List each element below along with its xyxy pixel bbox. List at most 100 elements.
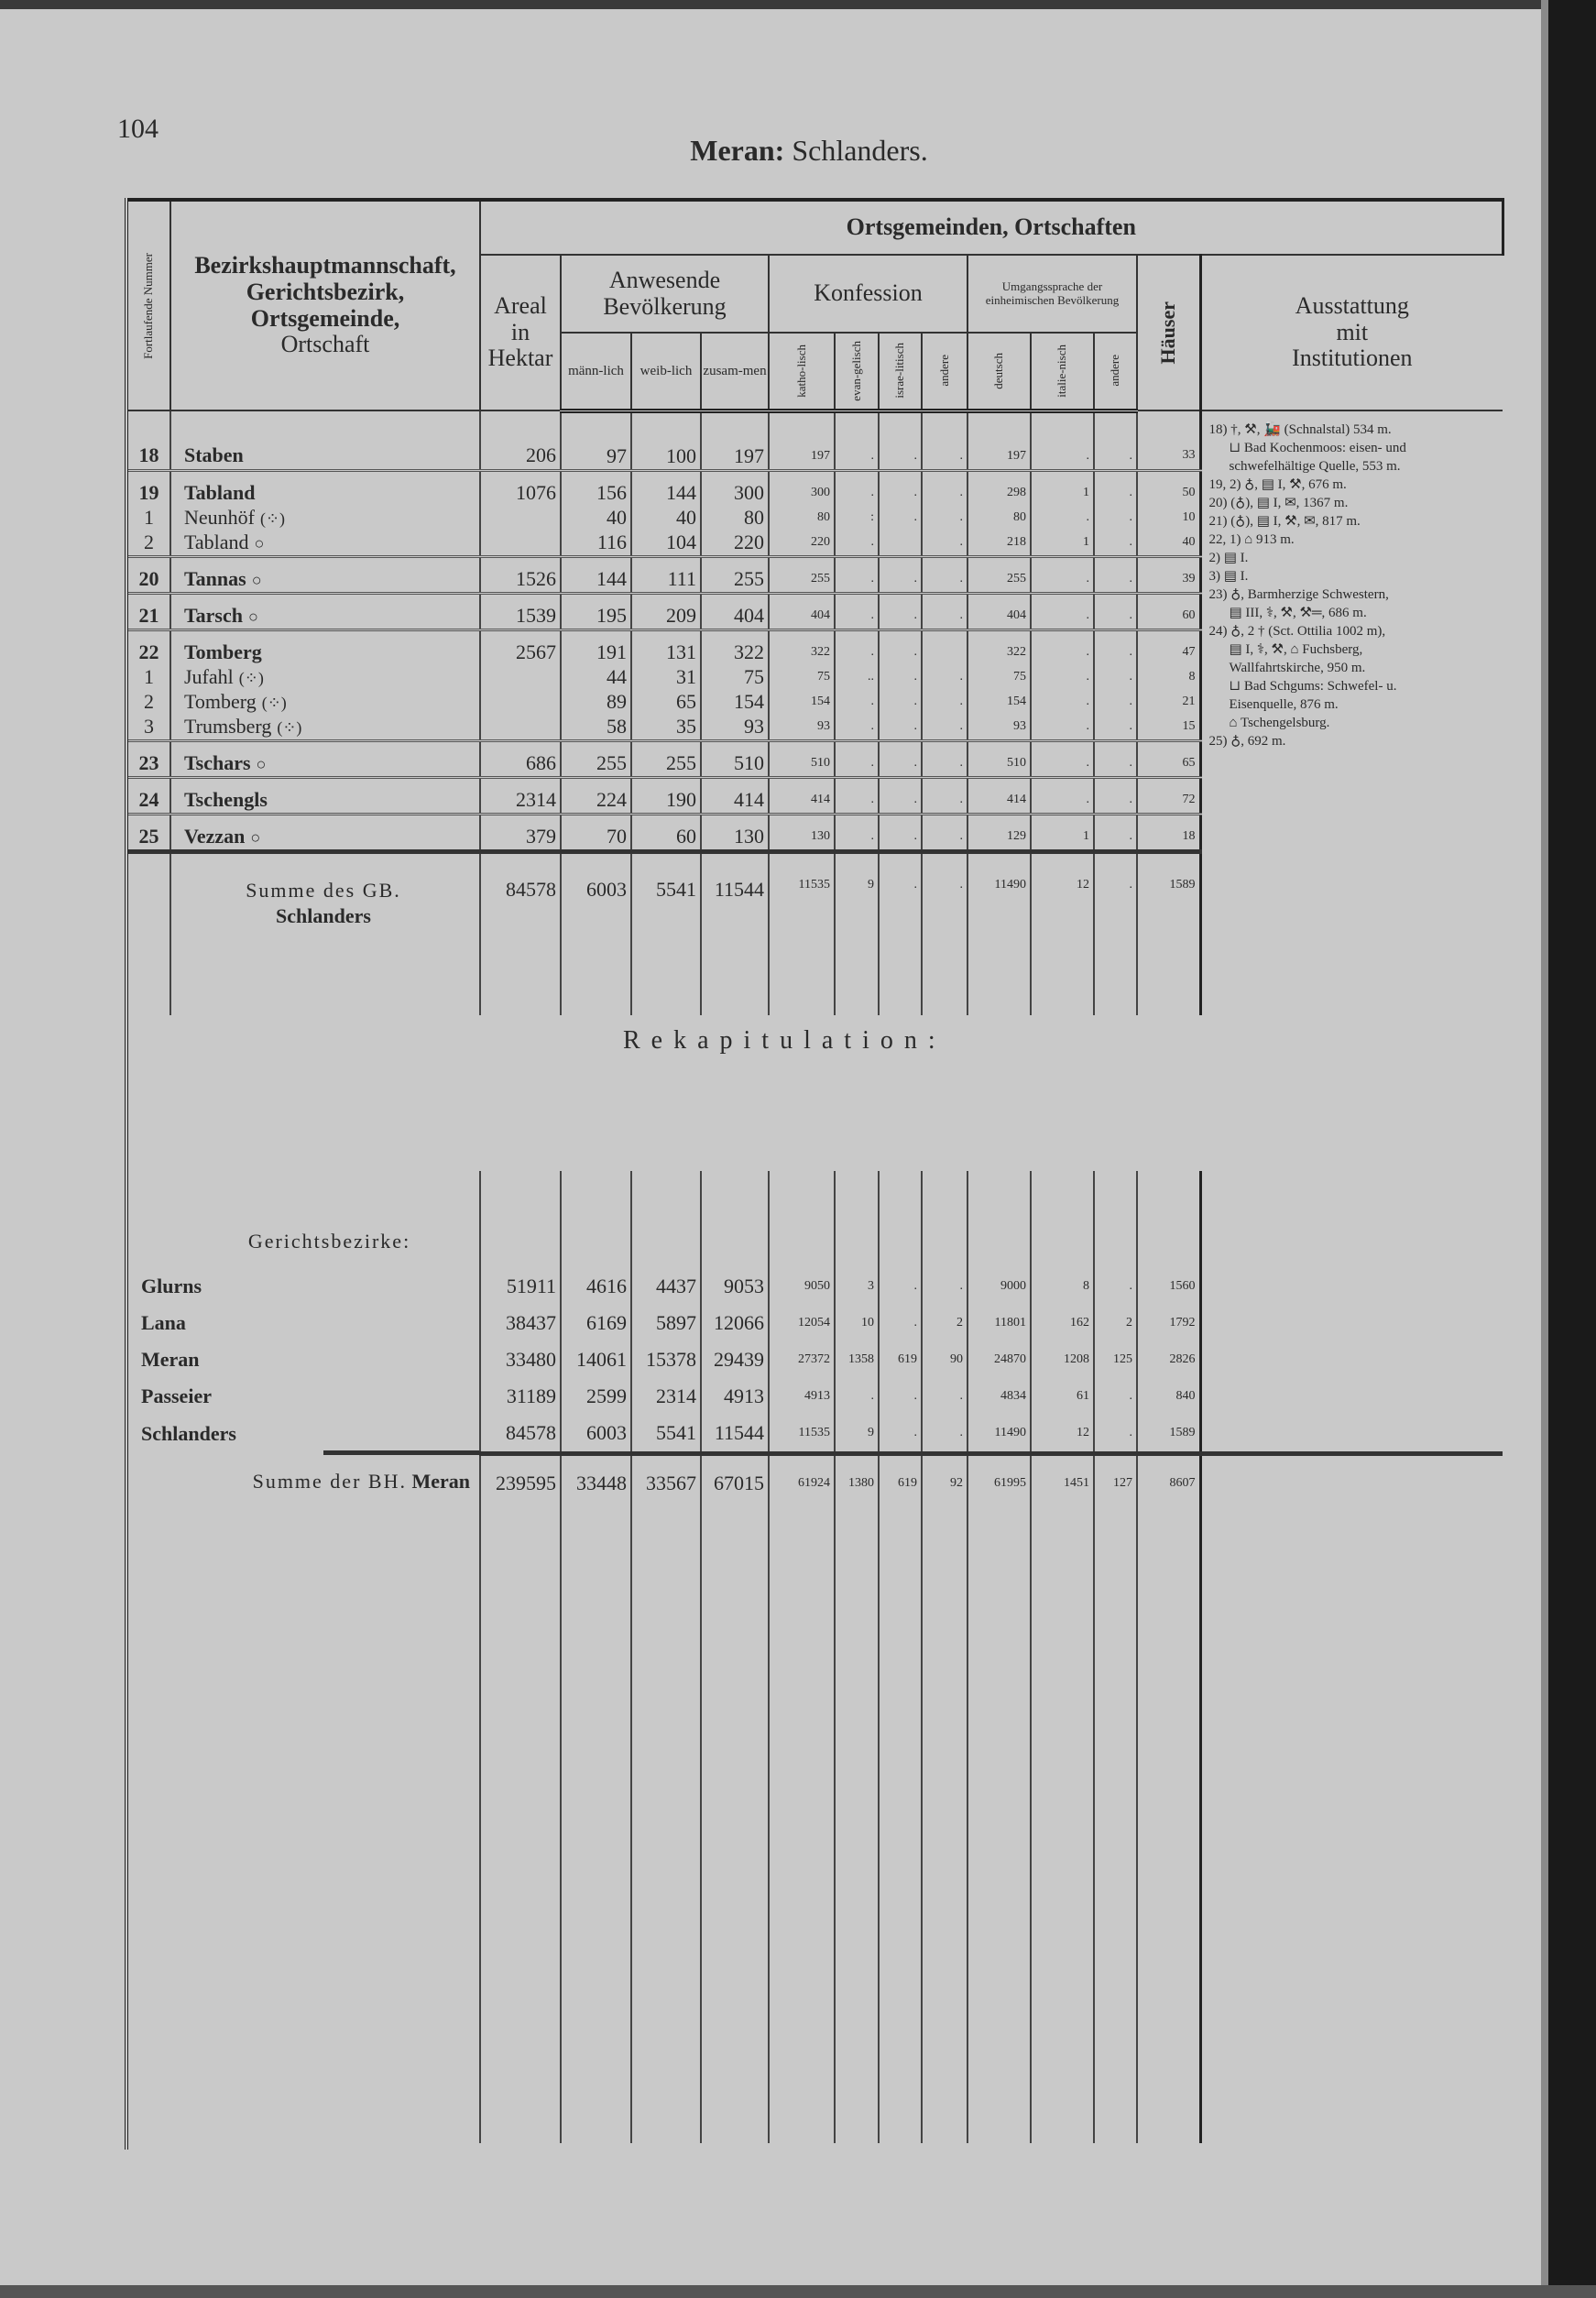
cell-katholisch: 197 bbox=[768, 410, 835, 470]
cell-katholisch: 510 bbox=[768, 739, 835, 777]
cell-italienisch: . bbox=[1030, 410, 1094, 470]
cell-evangelisch: . bbox=[834, 530, 879, 556]
cell-andere-konfession: . bbox=[921, 1414, 967, 1453]
cell-maennlich: 58 bbox=[560, 714, 631, 740]
cell-andere-konfession: . bbox=[921, 664, 967, 690]
cell-evangelisch: . bbox=[834, 554, 879, 593]
cell-katholisch: 61924 bbox=[768, 1450, 835, 1511]
note-line: Wallfahrtskirche, 950 m. bbox=[1229, 661, 1366, 675]
cell-empty bbox=[479, 1170, 561, 1268]
cell-zusammen: 197 bbox=[700, 410, 769, 470]
note-line: 2) ▤ I. bbox=[1208, 551, 1249, 565]
cell-weiblich: 100 bbox=[630, 410, 701, 470]
cell-italienisch: 1208 bbox=[1030, 1340, 1094, 1378]
cell-weiblich: 2314 bbox=[630, 1377, 701, 1415]
row-name: Tannas ○ bbox=[169, 554, 480, 593]
cell-deutsch: 197 bbox=[967, 410, 1031, 470]
row-name: Staben bbox=[169, 410, 480, 470]
cell-evangelisch: . bbox=[834, 812, 879, 851]
cell-deutsch: 129 bbox=[967, 812, 1031, 851]
header-maennlich: männ-lich bbox=[560, 333, 631, 413]
cell-empty bbox=[128, 1511, 480, 2143]
cell-andere-konfession: . bbox=[921, 689, 967, 715]
note-line: 25) ♁, 692 m. bbox=[1208, 734, 1286, 749]
total-label: Summe der BH. Meran bbox=[128, 1450, 480, 1511]
note-line: 22, 1) ⌂ 913 m. bbox=[1208, 532, 1295, 547]
row-number: 19 bbox=[128, 468, 170, 506]
cell-andere-sprache: . bbox=[1093, 628, 1137, 665]
cell-andere-sprache: . bbox=[1093, 714, 1137, 740]
cell-andere-konfession: . bbox=[921, 739, 967, 777]
cell-weiblich: 5541 bbox=[630, 1414, 701, 1453]
filler-row bbox=[128, 1510, 1503, 2143]
cell-haeuser: 8 bbox=[1136, 664, 1200, 690]
cell-maennlich: 97 bbox=[560, 410, 631, 470]
cell-katholisch: 93 bbox=[768, 714, 835, 740]
cell-areal: 1539 bbox=[479, 591, 561, 629]
rekap-subtitle-row: Gerichtsbezirke: bbox=[128, 1170, 1503, 1268]
cell-israelitisch: . bbox=[878, 1267, 922, 1305]
cell-italienisch: 61 bbox=[1030, 1377, 1094, 1415]
cell-andere-sprache: 125 bbox=[1093, 1340, 1137, 1378]
cell-haeuser: 50 bbox=[1136, 468, 1200, 506]
cell-andere-konfession: . bbox=[921, 775, 967, 814]
cell-haeuser: 40 bbox=[1136, 530, 1200, 556]
cell-haeuser: 39 bbox=[1136, 554, 1200, 593]
statistics-table: Fortlaufende Nummer Bezirkshauptmannscha… bbox=[125, 198, 1504, 2150]
cell-katholisch: 4913 bbox=[768, 1377, 835, 1415]
cell-deutsch: 218 bbox=[967, 530, 1031, 556]
page-title: Meran: Schlanders. bbox=[0, 134, 1596, 168]
cell-deutsch: 93 bbox=[967, 714, 1031, 740]
cell-deutsch: 24870 bbox=[967, 1340, 1031, 1378]
cell-empty bbox=[921, 1510, 967, 2143]
cell-italienisch: 12 bbox=[1030, 848, 1094, 1015]
cell-italienisch: . bbox=[1030, 689, 1094, 715]
scan-edge-top bbox=[0, 0, 1596, 9]
cell-katholisch: 220 bbox=[768, 530, 835, 556]
place-name: Tomberg bbox=[184, 640, 262, 663]
cell-italienisch: . bbox=[1030, 591, 1094, 629]
cell-israelitisch: . bbox=[878, 505, 922, 531]
cell-evangelisch: : bbox=[834, 505, 879, 531]
gemeinde-row: 24 Tschengls 2314 224 190 414 414... 414.. 72 bbox=[128, 775, 1503, 814]
cell-maennlich: 116 bbox=[560, 530, 631, 556]
cell-andere-konfession: . bbox=[921, 591, 967, 629]
cell-haeuser: 65 bbox=[1136, 739, 1200, 777]
cell-empty bbox=[1030, 1510, 1094, 2143]
rekapitulation-heading: Rekapitulation: bbox=[128, 1015, 1503, 1171]
main-table: Fortlaufende Nummer Bezirkshauptmannscha… bbox=[128, 198, 1504, 1015]
place-name: Jufahl bbox=[184, 665, 234, 688]
place-name: Tschars bbox=[184, 751, 251, 774]
cell-zusammen: 322 bbox=[700, 628, 769, 665]
cell-weiblich: 15378 bbox=[630, 1340, 701, 1378]
note-line: 3) ▤ I. bbox=[1208, 569, 1249, 584]
cell-areal: 31189 bbox=[479, 1377, 561, 1415]
cell-areal bbox=[479, 505, 561, 531]
header-weiblich: weib-lich bbox=[630, 333, 701, 413]
cell-italienisch: . bbox=[1030, 554, 1094, 593]
row-number: 25 bbox=[128, 812, 170, 851]
ortschaft-row: 2 Tabland ○ 116 104 220 220.. 218 1. 40 bbox=[128, 530, 1503, 556]
cell-areal: 38437 bbox=[479, 1304, 561, 1341]
cell-andere-sprache: . bbox=[1093, 1377, 1137, 1415]
header-konfession: Konfession bbox=[768, 255, 967, 334]
header-bevoelkerung: Anwesende Bevölkerung bbox=[560, 255, 769, 334]
cell-empty bbox=[834, 1510, 879, 2143]
cell-areal: 51911 bbox=[479, 1267, 561, 1305]
cell-andere-konfession: . bbox=[921, 714, 967, 740]
note-line: Eisenquelle, 876 m. bbox=[1229, 697, 1339, 712]
cell-zusammen: 75 bbox=[700, 664, 769, 690]
cell-katholisch: 154 bbox=[768, 689, 835, 715]
cell-weiblich: 104 bbox=[630, 530, 701, 556]
rekap-row: Meran 33480 14061 15378 29439 27372 1358 619 90 2… bbox=[128, 1340, 1503, 1378]
cell-empty bbox=[1198, 1170, 1503, 1268]
cell-empty bbox=[768, 1510, 835, 2143]
row-number: 1 bbox=[144, 665, 154, 688]
cell-empty bbox=[1198, 1267, 1503, 1305]
note-line: ⊔ Bad Schgums: Schwefel- u. bbox=[1229, 679, 1397, 694]
settlement-type-icon: ○ bbox=[247, 607, 258, 626]
row-number: 3 bbox=[144, 715, 154, 738]
cell-italienisch: 8 bbox=[1030, 1267, 1094, 1305]
scan-edge-right-shadow bbox=[1541, 0, 1548, 2298]
cell-weiblich: 144 bbox=[630, 468, 701, 506]
